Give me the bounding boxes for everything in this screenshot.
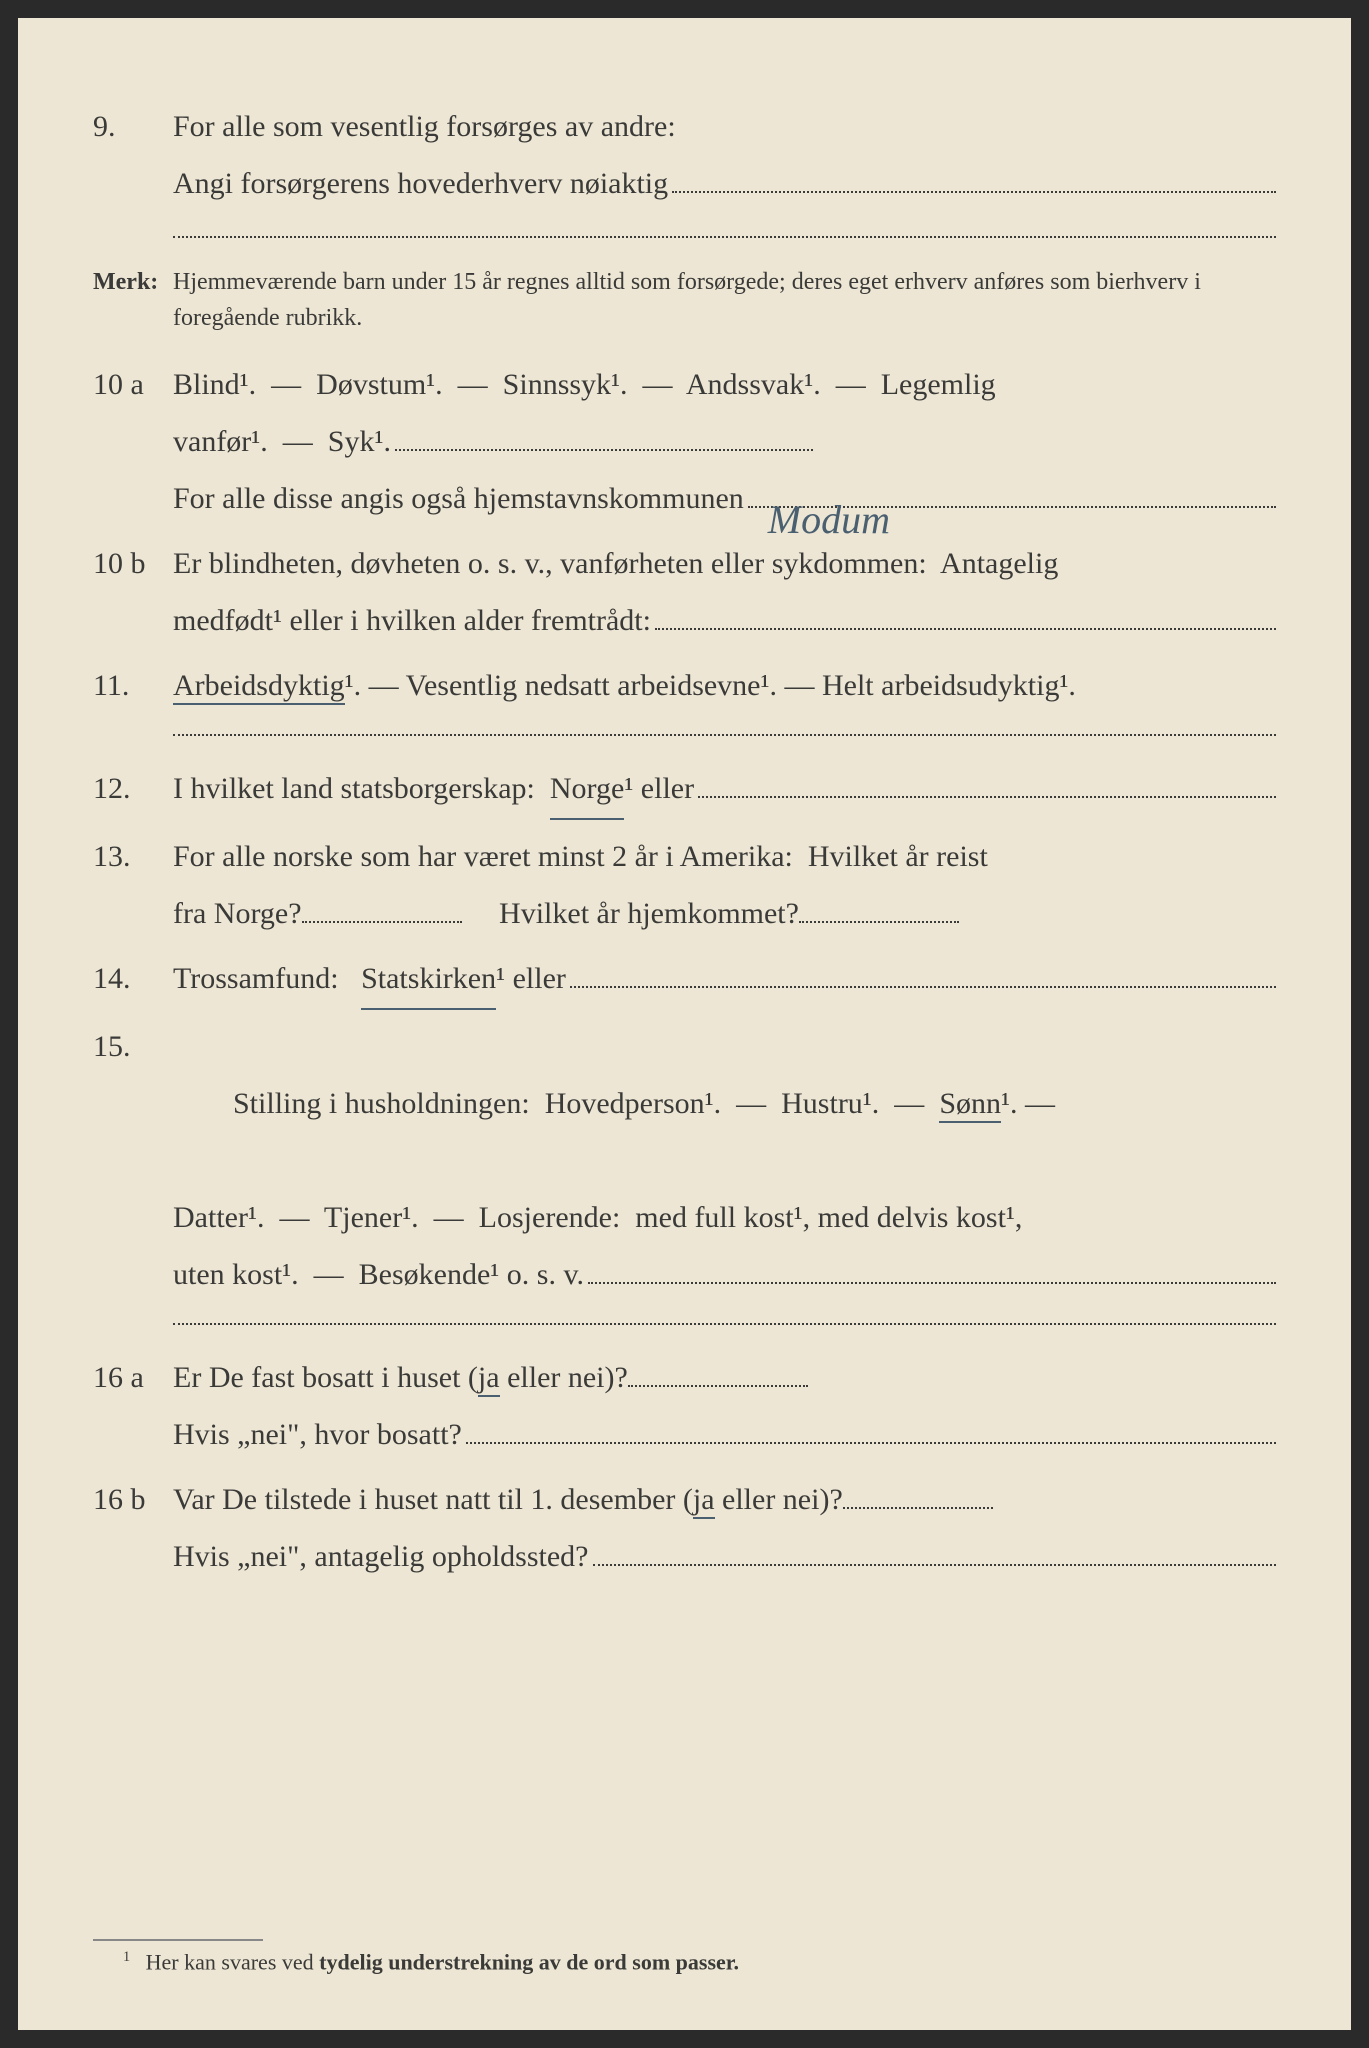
q16b-number: 16 b [93, 1483, 173, 1517]
q16a: 16 a Er De fast bosatt i huset (ja eller… [93, 1349, 1276, 1463]
divider [173, 734, 1276, 736]
q16b: 16 b Var De tilstede i huset natt til 1.… [93, 1471, 1276, 1585]
q14-content: Trossamfund: Statskirken ¹ eller [173, 950, 1276, 1010]
blank-line [588, 1254, 1276, 1284]
blank-line [655, 600, 1276, 630]
q9-number: 9. [93, 110, 173, 144]
q15-line3: uten kost¹. — Besøkende¹ o. s. v. [173, 1246, 1276, 1303]
q13: 13. For alle norske som har været minst … [93, 828, 1276, 942]
q15: 15. Stilling i husholdningen: Hovedperso… [93, 1018, 1276, 1303]
divider [173, 1323, 1276, 1325]
q12-post: ¹ eller [624, 760, 694, 817]
q13-line1: For alle norske som har været minst 2 år… [173, 828, 1276, 885]
q10b-line2-text: medfødt¹ eller i hvilken alder fremtrådt… [173, 592, 651, 649]
q10a-line1: Blind¹. — Døvstum¹. — Sinnssyk¹. — Andss… [173, 356, 1276, 413]
blank-line [698, 768, 1276, 798]
q16b-line2: Hvis „nei", antagelig opholdssted? [173, 1528, 1276, 1585]
q16b-content: Var De tilstede i huset natt til 1. dese… [173, 1471, 1276, 1585]
q10b-content: Er blindheten, døvheten o. s. v., vanfør… [173, 535, 1276, 649]
q15-line1: Stilling i husholdningen: Hovedperson¹. … [173, 1018, 1276, 1189]
q16b-p1b: eller nei)? [715, 1483, 843, 1516]
q13-line2: fra Norge? Hvilket år hjemkommet? [173, 885, 1276, 942]
q14-post: ¹ eller [496, 950, 566, 1007]
q10a-line3-text: For alle disse angis også hjemstavnskomm… [173, 470, 744, 527]
q9: 9. For alle som vesentlig forsørges av a… [93, 98, 1276, 256]
q15-number: 15. [93, 1030, 173, 1064]
q15-line1a: Stilling i husholdningen: Hovedperson¹. … [233, 1087, 939, 1120]
q10a: 10 a Blind¹. — Døvstum¹. — Sinnssyk¹. — … [93, 356, 1276, 527]
q16b-line1: Var De tilstede i huset natt til 1. dese… [173, 1471, 1276, 1528]
blank-line [593, 1536, 1277, 1566]
q16b-p1a: Var De tilstede i huset natt til 1. dese… [173, 1483, 693, 1516]
q10a-line2-text: vanfør¹. — Syk¹. [173, 413, 391, 470]
q9-line2-text: Angi forsørgerens hovederhverv nøiaktig [173, 155, 668, 212]
q9-line2: Angi forsørgerens hovederhverv nøiaktig [173, 155, 1276, 212]
blank-line [395, 421, 813, 451]
handwritten-answer: Modum [768, 482, 890, 512]
footnote-rule [93, 1939, 263, 1941]
q13-content: For alle norske som har været minst 2 år… [173, 828, 1276, 942]
blank-line [302, 921, 462, 923]
q16a-p1b: eller nei)? [500, 1361, 628, 1394]
q10b-line1: Er blindheten, døvheten o. s. v., vanfør… [173, 535, 1276, 592]
q9-line1: For alle som vesentlig forsørges av andr… [173, 98, 1276, 155]
footnote-num: 1 [123, 1949, 130, 1965]
q16a-line1: Er De fast bosatt i huset (ja eller nei)… [173, 1349, 1276, 1406]
q15-underlined: Sønn [939, 1087, 1001, 1123]
footnote-area: 1 Her kan svares ved tydelig understrekn… [93, 1935, 1276, 1975]
blank-line [570, 958, 1276, 988]
handwritten-field: Modum [748, 478, 1276, 508]
q16a-ja: ja [478, 1361, 500, 1397]
blank-line [672, 163, 1276, 193]
q13-p1: fra Norge? [173, 897, 302, 930]
merk-note: Merk: Hjemmeværende barn under 15 år reg… [93, 264, 1276, 336]
q16a-number: 16 a [93, 1361, 173, 1395]
q16b-p2: Hvis „nei", antagelig opholdssted? [173, 1528, 589, 1585]
q16a-line2: Hvis „nei", hvor bosatt? [173, 1406, 1276, 1463]
q16a-p1a: Er De fast bosatt i huset ( [173, 1361, 478, 1394]
q10b: 10 b Er blindheten, døvheten o. s. v., v… [93, 535, 1276, 649]
q12-number: 12. [93, 772, 173, 806]
blank-line [799, 921, 959, 923]
q12-content: I hvilket land statsborgerskap: Norge ¹ … [173, 760, 1276, 820]
q15-line3-text: uten kost¹. — Besøkende¹ o. s. v. [173, 1246, 584, 1303]
q16b-ja: ja [693, 1483, 715, 1519]
q10a-content: Blind¹. — Døvstum¹. — Sinnssyk¹. — Andss… [173, 356, 1276, 527]
q16a-content: Er De fast bosatt i huset (ja eller nei)… [173, 1349, 1276, 1463]
blank-line [173, 212, 1276, 238]
q12: 12. I hvilket land statsborgerskap: Norg… [93, 760, 1276, 820]
merk-text: Hjemmeværende barn under 15 år regnes al… [173, 264, 1276, 336]
q10a-line3: For alle disse angis også hjemstavnskomm… [173, 470, 1276, 527]
q10a-line2: vanfør¹. — Syk¹. [173, 413, 813, 470]
footnote: 1 Her kan svares ved tydelig understrekn… [93, 1949, 1276, 1975]
q11-number: 11. [93, 669, 173, 703]
q13-p2: Hvilket år hjemkommet? [499, 897, 799, 930]
q15-content: Stilling i husholdningen: Hovedperson¹. … [173, 1018, 1276, 1303]
q16a-p2: Hvis „nei", hvor bosatt? [173, 1406, 462, 1463]
q14-number: 14. [93, 962, 173, 996]
q10b-line2: medfødt¹ eller i hvilken alder fremtrådt… [173, 592, 1276, 649]
q10a-number: 10 a [93, 368, 173, 402]
q14-pre: Trossamfund: [173, 950, 361, 1007]
q14: 14. Trossamfund: Statskirken ¹ eller [93, 950, 1276, 1010]
q15-line1b: ¹. — [1001, 1087, 1055, 1120]
blank-line [843, 1507, 993, 1509]
q11: 11. Arbeidsdyktig¹. — Vesentlig nedsatt … [93, 657, 1276, 714]
q12-pre: I hvilket land statsborgerskap: [173, 760, 550, 817]
q11-rest: ¹. — Vesentlig nedsatt arbeidsevne¹. — H… [345, 669, 1076, 702]
blank-line [466, 1414, 1276, 1444]
merk-label: Merk: [93, 269, 173, 296]
footnote-text-a: Her kan svares ved [146, 1949, 320, 1974]
q9-content: For alle som vesentlig forsørges av andr… [173, 98, 1276, 256]
document-page: 9. For alle som vesentlig forsørges av a… [18, 18, 1351, 2030]
blank-line [628, 1385, 808, 1387]
footnote-text-b: tydelig understrekning av de ord som pas… [319, 1949, 739, 1974]
q11-content: Arbeidsdyktig¹. — Vesentlig nedsatt arbe… [173, 657, 1276, 714]
q11-underlined: Arbeidsdyktig [173, 669, 345, 705]
q12-underlined: Norge [550, 760, 624, 820]
q14-underlined: Statskirken [361, 950, 496, 1010]
q15-line2: Datter¹. — Tjener¹. — Losjerende: med fu… [173, 1189, 1276, 1246]
q13-number: 13. [93, 840, 173, 874]
q10b-number: 10 b [93, 547, 173, 581]
